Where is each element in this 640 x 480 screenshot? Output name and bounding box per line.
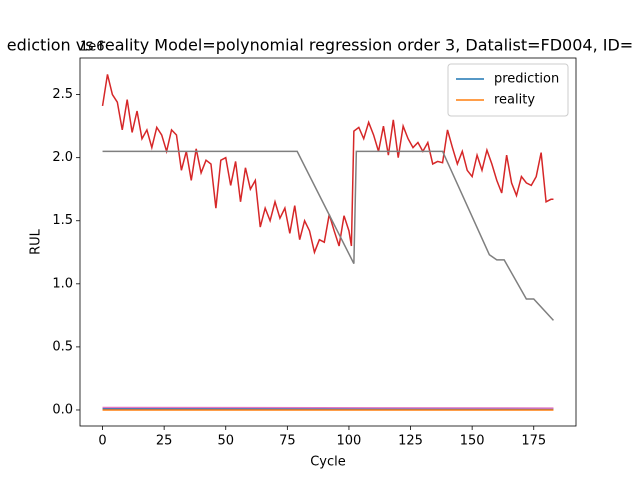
series-line <box>102 406 554 409</box>
y-tick-label: 1.5 <box>52 213 73 228</box>
y-offset-label: 1e6 <box>80 40 105 55</box>
y-tick-label: 1.0 <box>52 276 73 291</box>
x-tick-label: 25 <box>156 434 173 449</box>
y-tick-label: 0.5 <box>52 339 73 354</box>
x-axis-label: Cycle <box>310 455 346 470</box>
series-line <box>101 74 554 255</box>
x-tick-label: 75 <box>279 434 296 449</box>
x-tick-label: 125 <box>398 434 423 449</box>
x-tick-label: 0 <box>98 434 106 449</box>
y-tick-label: 2.5 <box>52 87 73 102</box>
chart-title: ediction vs reality Model=polynomial reg… <box>7 36 633 55</box>
x-tick-label: 175 <box>521 434 546 449</box>
x-tick-label: 100 <box>337 434 362 449</box>
legend-box <box>447 63 569 117</box>
y-tick-label: 0.0 <box>52 402 73 417</box>
legend-label: reality <box>494 93 535 108</box>
y-tick-label: 2.0 <box>52 150 73 165</box>
x-tick-label: 50 <box>217 434 234 449</box>
x-tick-label: 150 <box>460 434 485 449</box>
y-axis-label: RUL <box>29 228 44 255</box>
series-line <box>102 150 555 321</box>
plot-frame <box>79 57 577 427</box>
legend-label: prediction <box>494 72 559 87</box>
